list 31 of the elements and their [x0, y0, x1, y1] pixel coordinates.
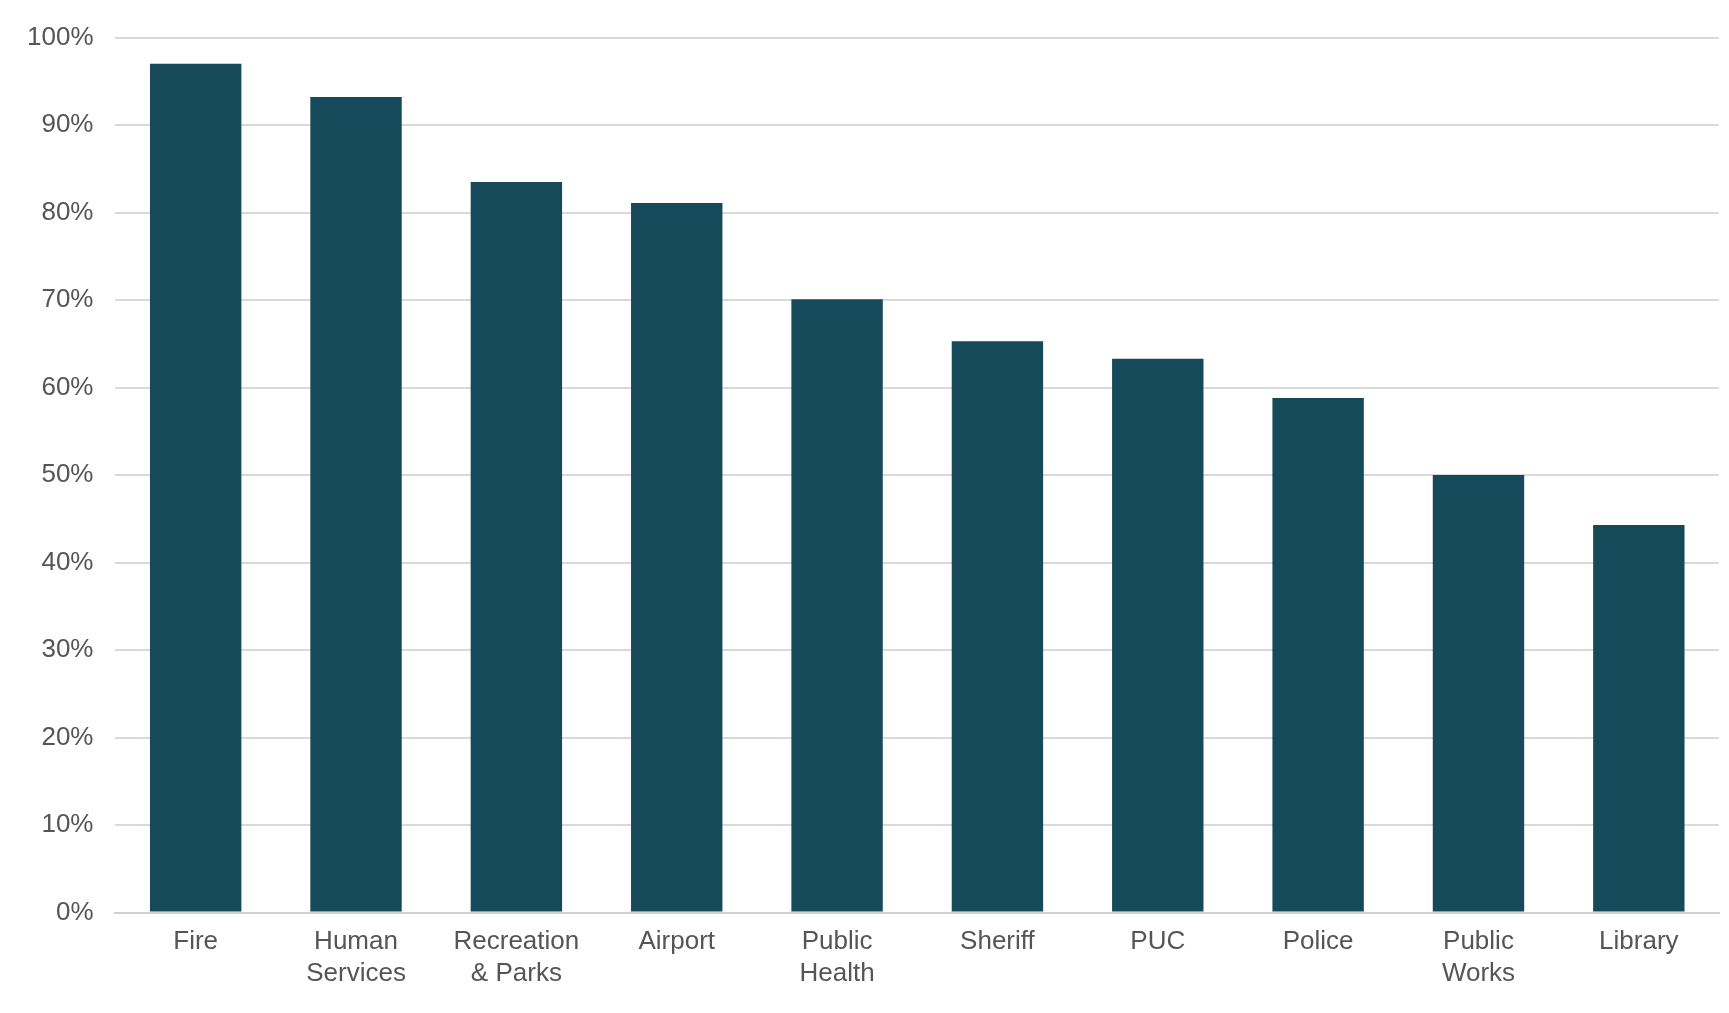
x-tick-label: PUC — [1130, 925, 1186, 956]
x-tick-label: Recreation & Parks — [453, 925, 580, 987]
bar — [470, 181, 563, 912]
bar — [631, 202, 723, 912]
y-tick-label: 70% — [41, 283, 94, 314]
x-tick-label: Airport — [638, 925, 716, 956]
x-tick-label: Library — [1599, 925, 1679, 956]
x-tick-label: Police — [1282, 925, 1354, 956]
y-tick-label: 20% — [41, 720, 94, 751]
y-tick-label: 30% — [41, 633, 94, 664]
bar — [951, 341, 1044, 912]
bar — [1593, 524, 1685, 912]
y-tick-label: 50% — [41, 458, 94, 489]
x-tick-label: Human Services — [306, 925, 406, 987]
bar — [1112, 358, 1204, 912]
bar — [310, 97, 402, 912]
y-tick-label: 90% — [41, 108, 94, 139]
bar — [791, 299, 883, 912]
y-tick-label: 80% — [41, 195, 94, 226]
y-tick-label: 100% — [27, 20, 94, 51]
x-tick-label: Fire — [173, 925, 219, 956]
y-tick-label: 60% — [41, 370, 94, 401]
bar — [149, 63, 242, 912]
x-tick-label: Public Health — [799, 925, 875, 987]
bar — [1272, 398, 1364, 912]
x-tick-label: Public Works — [1441, 925, 1516, 987]
y-tick-label: 10% — [41, 808, 94, 839]
y-tick-label: 0% — [55, 895, 94, 926]
bar — [1432, 475, 1525, 912]
y-tick-label: 40% — [41, 545, 94, 576]
x-tick-label: Sheriff — [960, 925, 1036, 956]
